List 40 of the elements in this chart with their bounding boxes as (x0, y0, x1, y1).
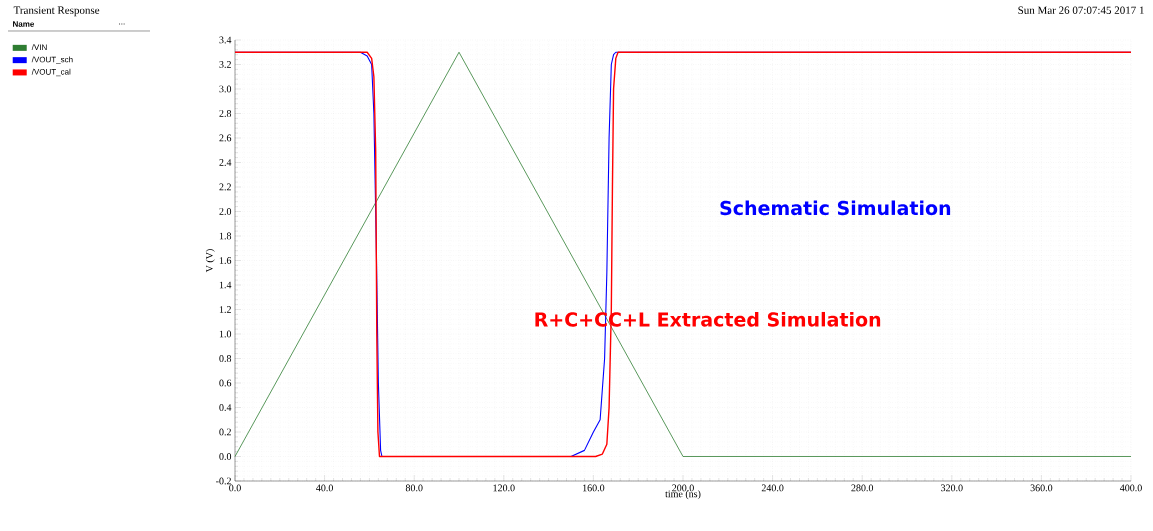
x-tick-label: 120.0 (493, 484, 515, 492)
y-tick-label: 3.4 (219, 36, 232, 44)
y-tick-label: 2.8 (219, 110, 232, 117)
x-tick-label: 200.0 (672, 484, 694, 492)
x-tick-label: 0.0 (229, 484, 241, 492)
annotation: Schematic Simulation (720, 200, 951, 216)
y-tick-label: 0.6 (219, 379, 232, 387)
y-tick-label: 1.6 (219, 257, 232, 264)
y-tick-label: 1.8 (219, 232, 232, 240)
y-tick-label: 0.0 (219, 453, 232, 460)
text: ... (119, 23, 125, 25)
y-tick-label: 0.4 (219, 404, 232, 411)
x-tick-label: 280.0 (851, 484, 874, 492)
x-tick-label: 40.0 (316, 484, 333, 492)
x-tick-label: 320.0 (941, 484, 963, 492)
y-tick-label: 0.2 (219, 428, 231, 436)
y-tick-label: 0.8 (219, 355, 232, 362)
y-tick-label: 2.2 (219, 183, 231, 191)
y-tick-label: 3.2 (219, 61, 231, 68)
text: Transient Response (13, 6, 100, 17)
x-tick-label: 400.0 (1119, 484, 1142, 492)
legend-label: /VOUT_cal (31, 68, 71, 77)
x-tick-label: 240.0 (761, 484, 784, 492)
y-tick-label: 1.4 (219, 281, 232, 289)
y-tick-label: 2.6 (219, 134, 232, 142)
x-tick-label: 160.0 (583, 484, 605, 492)
y-tick-label: 2.0 (219, 208, 232, 215)
x-tick-label: 360.0 (1030, 484, 1053, 492)
legend-label: /VOUT_sch (31, 56, 73, 64)
x-axis-title: time (ns) (665, 490, 701, 500)
text: Sun Mar 26 07:07:45 2017 1 (1018, 6, 1144, 14)
y-tick-label: 2.4 (219, 159, 232, 166)
x-tick-label: 80.0 (405, 484, 423, 492)
legend-label: /VIN (31, 44, 47, 51)
y-tick-label: 1.2 (219, 306, 231, 313)
legend-title: Name (13, 21, 35, 27)
y-tick-label: -0.2 (216, 477, 231, 485)
y-tick-label: 3.0 (219, 85, 232, 93)
y-tick-label: 1.0 (219, 330, 232, 338)
y-axis-title: V (V) (205, 249, 215, 273)
